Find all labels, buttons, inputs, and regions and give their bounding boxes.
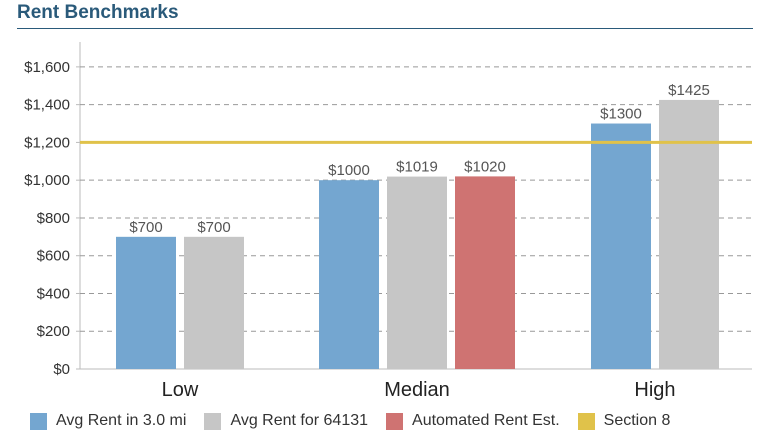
legend-swatch [386,412,404,430]
data-label: $1425 [668,82,710,99]
y-tick-label: $800 [37,210,70,227]
legend-item: Avg Rent in 3.0 mi [30,412,186,430]
legend-label: Section 8 [603,412,671,429]
y-tick-label: $1,000 [24,172,70,189]
x-category-label: High [634,379,675,401]
bar-chart: $0 $200 $400 $600 $800 $1,000 $1,200 $1,400 $1,6… [24,42,752,401]
bar-low-0 [116,236,176,369]
data-label: $1019 [396,159,438,176]
legend-item: Automated Rent Est. [386,412,560,430]
bar-median-1 [387,176,447,369]
x-category-label: Low [162,379,199,401]
legend-swatch [577,412,595,430]
legend-item: Section 8 [577,412,671,430]
data-label: $1000 [328,162,370,179]
data-label: $700 [129,219,162,236]
legend-label: Avg Rent in 3.0 mi [56,412,187,429]
data-label: $1020 [464,158,506,175]
bar-median-0 [319,180,379,369]
y-tick-label: $200 [37,323,70,340]
bar-median-2 [455,176,515,369]
chart-legend: Avg Rent in 3.0 mi Avg Rent for 64131 Auto… [30,412,688,430]
legend-label: Automated Rent Est. [412,412,560,429]
y-tick-label: $0 [53,361,70,378]
y-tick-label: $1,600 [24,59,70,76]
legend-swatch [204,412,222,430]
y-tick-label: $400 [37,285,70,302]
title-divider [17,28,753,29]
y-tick-label: $600 [37,248,70,265]
bar-high-0 [591,123,651,369]
data-label: $700 [197,219,230,236]
legend-item: Avg Rent for 64131 [204,412,368,430]
x-category-label: Median [384,379,450,401]
bar-high-1 [659,99,719,370]
legend-swatch [30,412,47,430]
legend-label: Avg Rent for 64131 [230,412,369,429]
data-label: $1300 [600,106,642,123]
bar-low-1 [184,236,244,369]
y-tick-label: $1,200 [24,134,70,151]
chart-title: Rent Benchmarks [17,2,179,23]
y-tick-label: $1,400 [24,97,70,114]
